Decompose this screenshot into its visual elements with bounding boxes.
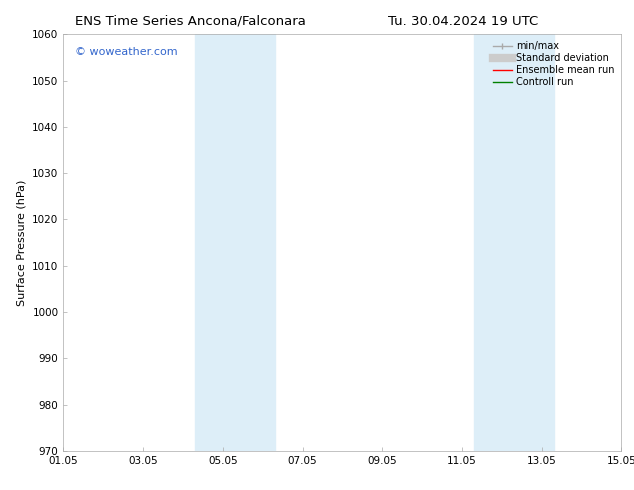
Text: ENS Time Series Ancona/Falconara: ENS Time Series Ancona/Falconara [75,15,306,28]
Bar [474,34,553,451]
Bar [195,34,275,451]
Y-axis label: Surface Pressure (hPa): Surface Pressure (hPa) [16,179,27,306]
Text: Tu. 30.04.2024 19 UTC: Tu. 30.04.2024 19 UTC [388,15,538,28]
Text: © woweather.com: © woweather.com [75,47,177,57]
Legend: min/max, Standard deviation, Ensemble mean run, Controll run: min/max, Standard deviation, Ensemble me… [491,39,616,89]
